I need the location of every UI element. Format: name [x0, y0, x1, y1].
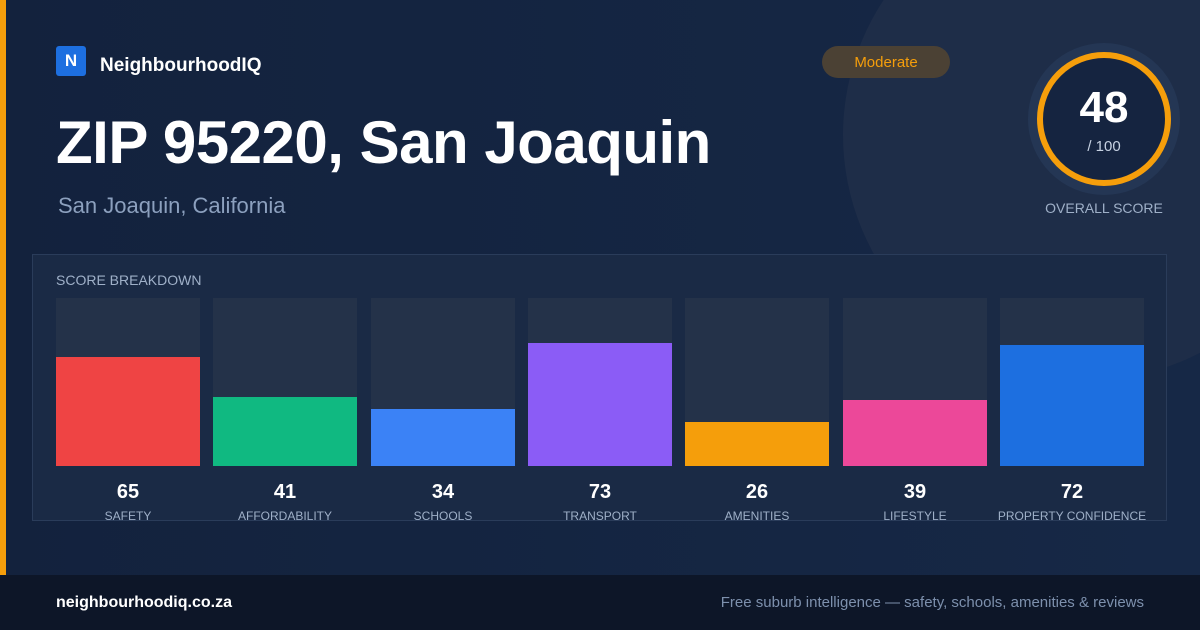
logo-icon: N: [56, 46, 86, 76]
overall-score-value: 48: [1079, 83, 1129, 132]
brand-name: NeighbourhoodIQ: [100, 55, 262, 76]
accent-bar: [0, 0, 6, 575]
category-schools: 34 SCHOOLS: [371, 298, 515, 523]
score-bar-track: [56, 298, 200, 466]
score-value: 65: [116, 481, 140, 503]
score-label: SAFETY: [104, 509, 152, 523]
share-card: N NeighbourhoodIQ Moderate ZIP 95220, Sa…: [0, 0, 1200, 575]
score-value: 34: [431, 481, 455, 503]
score-bar: [56, 357, 200, 466]
category-transport: 73 TRANSPORT: [528, 298, 672, 523]
score-bar: [213, 397, 357, 466]
score-bar: [371, 409, 515, 466]
location-subtitle: San Joaquin, California: [58, 193, 286, 218]
score-bar-track: [685, 298, 829, 466]
overall-score-max: / 100: [1087, 138, 1121, 155]
overall-score-label: OVERALL SCORE: [1045, 200, 1163, 216]
score-label: LIFESTYLE: [883, 509, 947, 523]
score-value: 73: [588, 481, 612, 503]
category-amenities: 26 AMENITIES: [685, 298, 829, 523]
footer-domain-link[interactable]: neighbourhoodiq.co.za: [56, 594, 232, 611]
score-bar-track: [213, 298, 357, 466]
score-value: 26: [745, 481, 769, 503]
score-bar-track: [1000, 298, 1144, 466]
score-bar-track: [371, 298, 515, 466]
score-bar: [685, 422, 829, 466]
score-value: 39: [903, 481, 927, 503]
category-lifestyle: 39 LIFESTYLE: [843, 298, 987, 523]
score-bar: [1000, 345, 1144, 466]
score-breakdown-title: SCORE BREAKDOWN: [56, 272, 202, 288]
category-safety: 65 SAFETY: [56, 298, 200, 523]
logo-letter: N: [64, 51, 78, 70]
score-label: TRANSPORT: [563, 509, 637, 523]
score-label: SCHOOLS: [413, 509, 473, 523]
overall-score-gauge: 48 / 100: [1037, 52, 1171, 186]
rating-badge: Moderate: [822, 46, 950, 78]
page-title: ZIP 95220, San Joaquin: [56, 109, 711, 176]
category-affordability: 41 AFFORDABILITY: [213, 298, 357, 523]
footer: neighbourhoodiq.co.za Free suburb intell…: [0, 575, 1200, 630]
score-breakdown-panel: SCORE BREAKDOWN 65 SAFETY 41 AFFORDABILITY 3…: [32, 254, 1167, 523]
score-label: AFFORDABILITY: [237, 509, 332, 523]
score-value: 41: [273, 481, 297, 503]
score-bar-track: [528, 298, 672, 466]
score-bar: [843, 400, 987, 466]
score-bar: [528, 343, 672, 466]
category-property-confidence: 72 PROPERTY CONFIDENCE: [998, 298, 1146, 523]
footer-tagline: Free suburb intelligence — safety, schoo…: [720, 594, 1144, 611]
score-label: AMENITIES: [724, 509, 790, 523]
score-label: PROPERTY CONFIDENCE: [997, 509, 1147, 523]
score-bar-track: [843, 298, 987, 466]
score-value: 72: [1060, 481, 1084, 503]
